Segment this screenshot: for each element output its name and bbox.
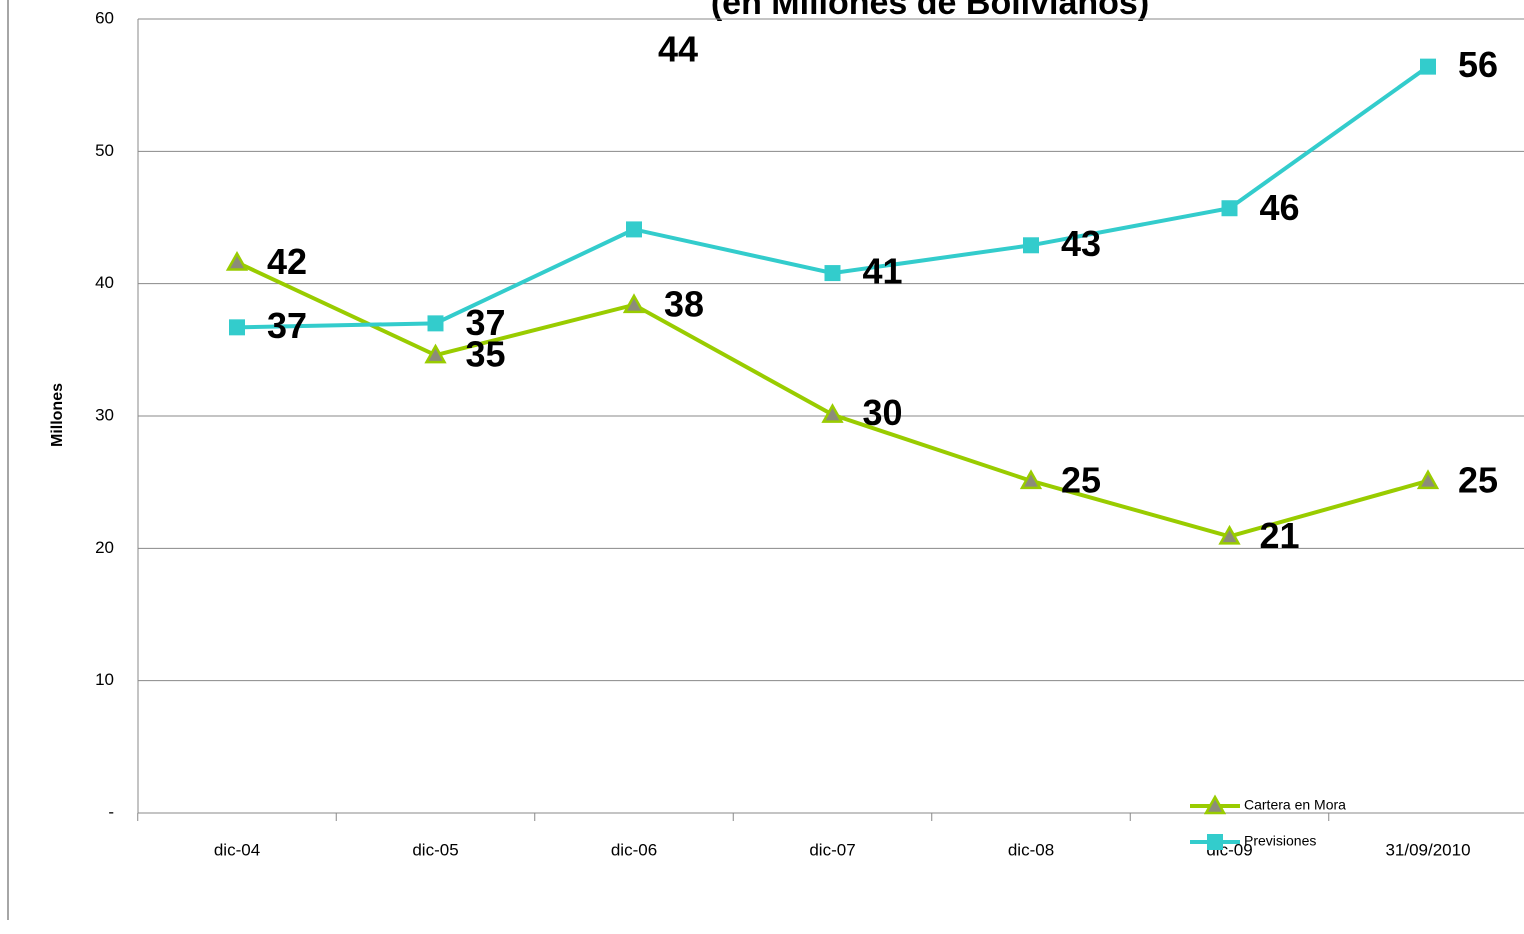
data-label: 56	[1458, 44, 1498, 85]
y-tick-label: 50	[95, 141, 114, 160]
data-label: 46	[1260, 187, 1300, 228]
y-tick-label: 60	[95, 8, 114, 27]
y-tick-label: 10	[95, 670, 114, 689]
data-label: 30	[863, 392, 903, 433]
data-point	[626, 221, 642, 238]
legend-label: Previsiones	[1244, 833, 1316, 849]
x-tick-label: dic-04	[214, 840, 260, 859]
legend-marker	[1203, 794, 1227, 815]
data-label: 25	[1458, 459, 1498, 500]
x-tick-label: dic-07	[809, 840, 855, 859]
data-point	[225, 250, 249, 271]
y-tick-label: 40	[95, 273, 114, 292]
series-line	[236, 260, 1429, 539]
data-label: 41	[863, 251, 903, 292]
data-label: 21	[1260, 515, 1300, 556]
x-tick-label: 31/09/2010	[1385, 840, 1470, 859]
data-point	[824, 265, 841, 282]
data-label: 44	[658, 29, 698, 70]
data-point	[622, 293, 646, 314]
y-tick-label: -	[108, 802, 114, 821]
x-tick-label: dic-08	[1008, 840, 1054, 859]
data-label: 42	[267, 241, 307, 282]
data-point	[1420, 58, 1436, 75]
data-label: 43	[1061, 223, 1101, 264]
data-point	[1221, 200, 1238, 217]
x-tick-label: dic-06	[611, 840, 657, 859]
x-tick-label: dic-05	[412, 840, 458, 859]
data-point	[1416, 469, 1440, 490]
data-point	[1218, 524, 1241, 545]
legend-label: Cartera en Mora	[1244, 797, 1346, 813]
y-tick-label: 20	[95, 538, 114, 557]
data-point	[229, 319, 245, 336]
data-label: 37	[466, 302, 506, 343]
series-line	[236, 65, 1430, 330]
data-point	[427, 315, 444, 332]
data-point	[1023, 237, 1039, 254]
chart-title: (en Millones de Bolivianos)	[711, 0, 1149, 22]
y-axis-label: Millones	[49, 383, 66, 447]
legend-marker	[1207, 834, 1223, 850]
data-point	[1019, 469, 1043, 490]
data-label: 35	[466, 334, 506, 375]
data-point	[821, 403, 844, 423]
y-tick-label: 30	[95, 405, 114, 424]
data-point	[424, 343, 447, 364]
data-label: 38	[664, 283, 704, 324]
data-label: 25	[1061, 459, 1101, 500]
data-label: 37	[267, 305, 307, 346]
